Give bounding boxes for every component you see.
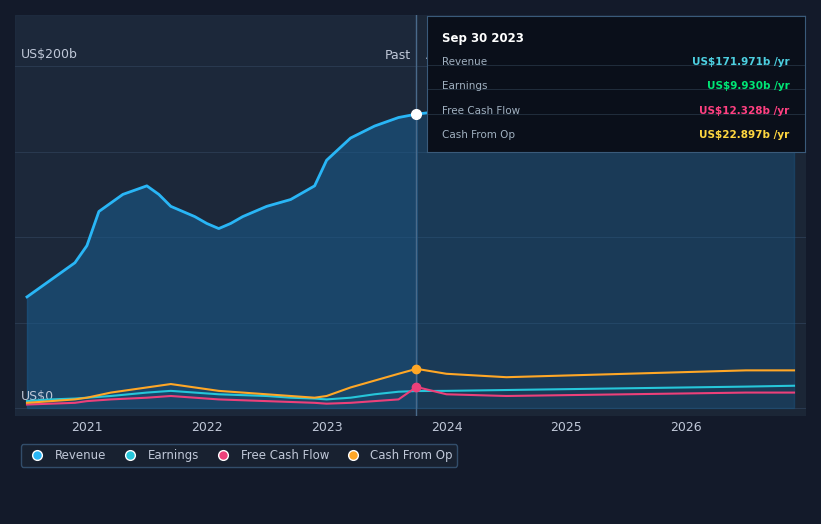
Text: Sep 30 2023: Sep 30 2023 xyxy=(442,32,524,45)
Text: Cash From Op: Cash From Op xyxy=(442,130,515,140)
Bar xyxy=(416,15,806,417)
Text: US$171.971b /yr: US$171.971b /yr xyxy=(692,57,790,67)
Text: US$200b: US$200b xyxy=(21,48,78,61)
Text: Analysts Forecasts: Analysts Forecasts xyxy=(426,49,543,62)
Text: Revenue: Revenue xyxy=(442,57,487,67)
Text: US$0: US$0 xyxy=(21,390,54,403)
Text: Past: Past xyxy=(384,49,410,62)
Text: Earnings: Earnings xyxy=(442,81,488,91)
Legend: Revenue, Earnings, Free Cash Flow, Cash From Op: Revenue, Earnings, Free Cash Flow, Cash … xyxy=(21,444,457,467)
Text: US$9.930b /yr: US$9.930b /yr xyxy=(707,81,790,91)
Bar xyxy=(15,15,416,417)
Text: US$12.328b /yr: US$12.328b /yr xyxy=(699,106,790,116)
Text: Free Cash Flow: Free Cash Flow xyxy=(442,106,521,116)
Text: US$22.897b /yr: US$22.897b /yr xyxy=(699,130,790,140)
